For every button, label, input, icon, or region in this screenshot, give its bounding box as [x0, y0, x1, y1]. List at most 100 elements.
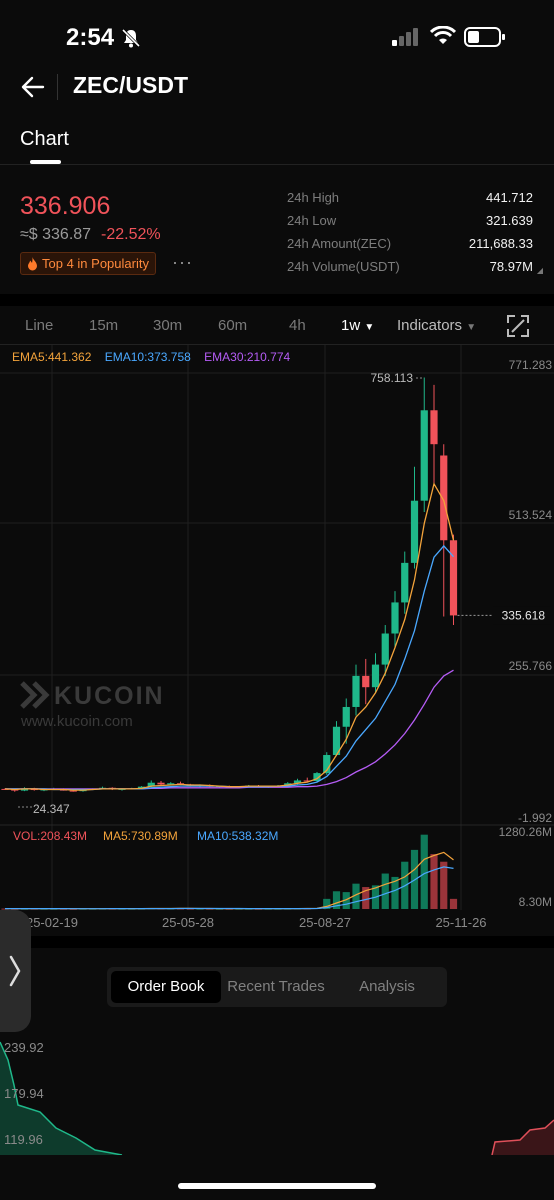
side-drawer-handle[interactable] — [0, 910, 31, 1032]
stat-label: 24h Amount(ZEC) — [287, 236, 392, 251]
candle — [440, 455, 448, 541]
candle — [362, 675, 370, 688]
candle — [449, 540, 458, 616]
candle — [293, 780, 302, 784]
status-time: 2:54 — [66, 24, 115, 51]
interval-4h[interactable]: 4h — [289, 317, 306, 334]
nav-divider — [57, 74, 58, 100]
candle — [313, 773, 321, 782]
interval-1w[interactable]: 1w ▼ — [341, 317, 374, 334]
section-gap — [0, 294, 554, 306]
candle — [69, 790, 77, 792]
depth-chart: 239.92 179.94 119.96 — [0, 1030, 554, 1155]
candle — [371, 664, 380, 688]
bottom-tabs: Order Book Recent Trades Analysis — [107, 967, 447, 1007]
candle — [342, 706, 350, 727]
wifi-icon — [430, 26, 456, 44]
ema5-value: EMA5:441.362 — [12, 350, 92, 364]
popularity-label: Top 4 in Popularity — [42, 256, 149, 271]
price-axis-label: 771.283 — [509, 358, 553, 372]
corner-triangle-icon: ◢ — [536, 266, 543, 275]
volume-legend-ma10: MA10:538.32M — [197, 829, 278, 843]
depth-area — [0, 1041, 554, 1155]
candle — [420, 410, 428, 501]
volume-bar — [430, 854, 438, 909]
tab-analysis[interactable]: Analysis — [359, 978, 415, 995]
stats-panel: 24h High 441.712 24h Low 321.639 24h Amo… — [287, 190, 543, 282]
candle — [352, 675, 360, 707]
ema10-value: EMA10:373.758 — [104, 350, 191, 364]
tab-active-indicator — [30, 160, 61, 164]
watermark-url: www.kucoin.com — [20, 713, 133, 730]
volume-bar — [420, 834, 428, 909]
candle — [430, 410, 438, 445]
tab-recent-trades[interactable]: Recent Trades — [227, 978, 325, 995]
stat-label: 24h Low — [287, 213, 337, 228]
depth-axis-label: 179.94 — [4, 1086, 44, 1101]
candle — [323, 755, 331, 774]
stat-24h-volume[interactable]: 24h Volume(USDT) 78.97M ◢ — [287, 259, 543, 282]
chevron-right-icon — [9, 955, 21, 987]
x-axis-label: 25-11-26 — [435, 915, 486, 930]
price-chart[interactable]: KUCOIN www.kucoin.com 771.283 513.524 255.… — [0, 345, 554, 935]
divider — [0, 164, 554, 165]
dropdown-caret-icon: ▼ — [466, 322, 477, 333]
candle — [147, 782, 155, 787]
ema30-value: EMA30:210.774 — [204, 350, 291, 364]
volume-axis-label: 8.30M — [519, 895, 552, 909]
volume-legend-vol: VOL:208.43M — [13, 829, 87, 843]
candle — [381, 633, 389, 665]
interval-15m[interactable]: 15m — [89, 317, 119, 334]
stat-24h-high: 24h High 441.712 — [287, 190, 543, 213]
max-price-label: 758.113 — [371, 371, 414, 385]
tab-chart[interactable]: Chart — [20, 128, 69, 150]
pair-title: ZEC/USDT — [73, 72, 188, 98]
interval-60m[interactable]: 60m — [218, 317, 248, 334]
cellular-signal-icon — [392, 28, 418, 46]
volume-axis-label: 1280.26M — [499, 825, 552, 839]
depth-axis-label: 119.96 — [4, 1132, 43, 1147]
candle — [401, 562, 409, 603]
volume-bar — [362, 887, 370, 909]
stat-label: 24h High — [287, 190, 340, 205]
more-options-button[interactable]: ··· — [172, 252, 193, 272]
candle — [167, 783, 175, 785]
volume-bar — [440, 861, 448, 909]
ema5-line — [4, 482, 455, 791]
stat-value: 211,688.33 — [468, 236, 533, 251]
fire-icon — [28, 256, 37, 270]
interval-line[interactable]: Line — [25, 317, 54, 334]
battery-icon — [464, 27, 505, 47]
bell-muted-icon — [121, 28, 141, 48]
dropdown-caret-icon: ▼ — [364, 322, 375, 333]
price-axis-label: 513.524 — [509, 508, 553, 522]
ema-legend: EMA5:441.362 EMA10:373.758 EMA30:210.774 — [12, 350, 300, 364]
fullscreen-icon[interactable] — [506, 314, 530, 338]
volume-bar — [342, 892, 350, 909]
last-price: 336.906 — [20, 192, 111, 220]
kucoin-logo-icon — [20, 681, 50, 709]
stat-24h-low: 24h Low 321.639 — [287, 213, 543, 236]
interval-30m[interactable]: 30m — [153, 317, 183, 334]
volume-bar — [381, 873, 389, 909]
popularity-badge[interactable]: Top 4 in Popularity — [20, 252, 156, 275]
tab-order-book[interactable]: Order Book — [111, 971, 221, 1003]
min-price-label: 24.347 — [33, 802, 70, 816]
price-axis-label: -1.992 — [518, 811, 552, 825]
volume-bar — [352, 883, 360, 909]
volume-bar — [449, 898, 458, 909]
candle — [332, 726, 341, 756]
price-change: -22.52% — [101, 226, 161, 243]
volume-bar — [1, 908, 9, 910]
section-gap — [0, 936, 554, 948]
volume-bar — [332, 891, 341, 909]
candle — [410, 500, 419, 563]
volume-legend-ma5: MA5:730.89M — [103, 829, 178, 843]
x-axis-label: 25-02-19 — [26, 915, 78, 930]
indicators-label: Indicators — [397, 317, 463, 334]
price-axis-label: 255.766 — [509, 659, 553, 673]
status-bar: 2:54 — [0, 0, 554, 70]
indicators-button[interactable]: Indicators ▼ — [397, 317, 476, 334]
stat-value: 321.639 — [486, 213, 533, 228]
back-arrow-icon[interactable] — [20, 74, 46, 100]
